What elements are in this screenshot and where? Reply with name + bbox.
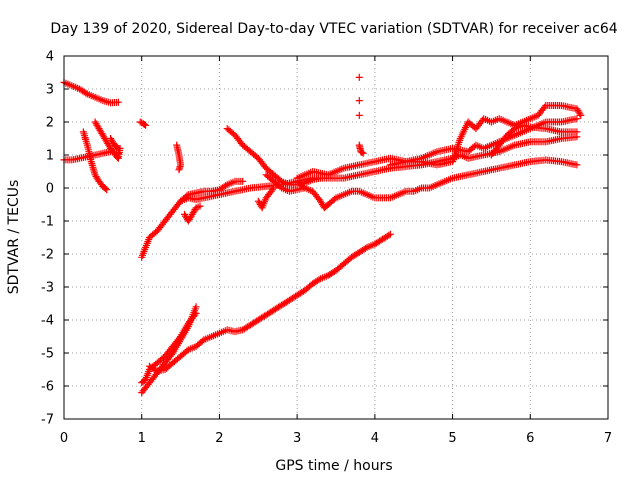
data-point <box>140 121 148 128</box>
data-point <box>196 202 204 210</box>
data-point <box>385 231 393 239</box>
x-tick-label: 5 <box>448 431 456 446</box>
data-point <box>113 143 121 151</box>
y-tick-label: 4 <box>46 50 54 65</box>
data-point <box>136 118 144 126</box>
data-point <box>101 185 109 192</box>
data-point <box>142 121 150 129</box>
y-tick-label: -3 <box>41 281 54 296</box>
x-tick-label: 1 <box>138 431 146 446</box>
y-tick-label: -1 <box>41 215 54 230</box>
data-point <box>386 230 394 238</box>
y-tick-label: -7 <box>41 413 54 428</box>
x-tick-label: 2 <box>215 431 223 446</box>
data-point <box>355 111 363 119</box>
y-tick-label: 0 <box>46 182 54 197</box>
data-point <box>355 73 363 81</box>
data-point <box>103 186 111 194</box>
x-tick-label: 7 <box>604 431 612 446</box>
y-tick-label: -4 <box>41 314 54 329</box>
y-tick-label: 1 <box>46 149 54 164</box>
y-tick-label: 2 <box>46 116 54 131</box>
data-point <box>192 309 200 317</box>
data-point <box>359 149 367 157</box>
data-point <box>577 111 585 119</box>
x-tick-label: 4 <box>371 431 379 446</box>
data-point <box>114 144 122 152</box>
axis-ticks: 0 1 2 3 4 5 6 7 -7 -6 -5 -4 -3 -2 -1 0 1 2 3 4 <box>41 50 612 447</box>
data-point <box>191 311 199 319</box>
data-point <box>355 97 363 105</box>
data-point <box>573 128 581 136</box>
data-point <box>573 115 581 123</box>
data-point <box>192 303 200 311</box>
data-point <box>239 177 247 185</box>
y-tick-label: -5 <box>41 347 54 362</box>
y-tick-label: -2 <box>41 248 54 263</box>
data-points <box>60 73 585 397</box>
data-point <box>576 110 584 118</box>
y-tick-label: -6 <box>41 380 54 395</box>
data-point <box>175 166 183 174</box>
y-tick-label: 3 <box>46 83 54 98</box>
data-point <box>114 98 122 106</box>
data-point <box>573 161 581 169</box>
data-point <box>269 186 276 194</box>
data-point <box>270 184 278 192</box>
x-tick-label: 6 <box>526 431 534 446</box>
plot-frame <box>63 55 609 420</box>
x-tick-label: 3 <box>293 431 301 446</box>
x-axis-title: GPS time / hours <box>275 458 392 474</box>
data-point <box>541 103 548 111</box>
grid <box>64 56 608 419</box>
chart-title: Day 139 of 2020, Sidereal Day-to-day VTE… <box>50 21 617 37</box>
data-point <box>358 149 366 156</box>
data-point <box>114 154 122 161</box>
y-axis-title: SDTVAR / TECUs <box>6 180 22 295</box>
x-tick-label: 0 <box>60 431 68 446</box>
